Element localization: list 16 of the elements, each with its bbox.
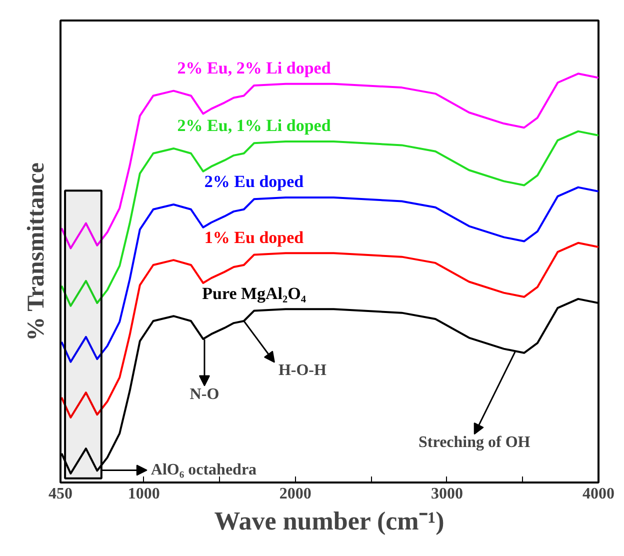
series-label: 2% Eu doped [204,172,304,192]
annotation: Streching of OH [418,434,531,452]
x-tick-label: 2000 [279,486,312,502]
series-label: 2% Eu, 1% Li doped [177,116,332,136]
series-label: Pure MgAl₂O₄ [202,284,306,303]
x-tick-label: 4000 [582,486,614,502]
x-tick-label: 3000 [430,486,463,502]
y-axis-title: % Transmittance [24,162,50,341]
series-label: 2% Eu, 2% Li doped [177,58,332,78]
x-tick-label: 1000 [128,486,160,502]
x-axis-title: Wave number (cm⁻¹) [214,506,444,536]
series-label: 1% Eu doped [204,228,304,247]
x-tick-label: 450 [48,486,72,502]
annotation: N-O [190,386,220,403]
annotation: H-O-H [278,362,327,380]
band-label: AlO₆ octahedra [150,462,257,479]
